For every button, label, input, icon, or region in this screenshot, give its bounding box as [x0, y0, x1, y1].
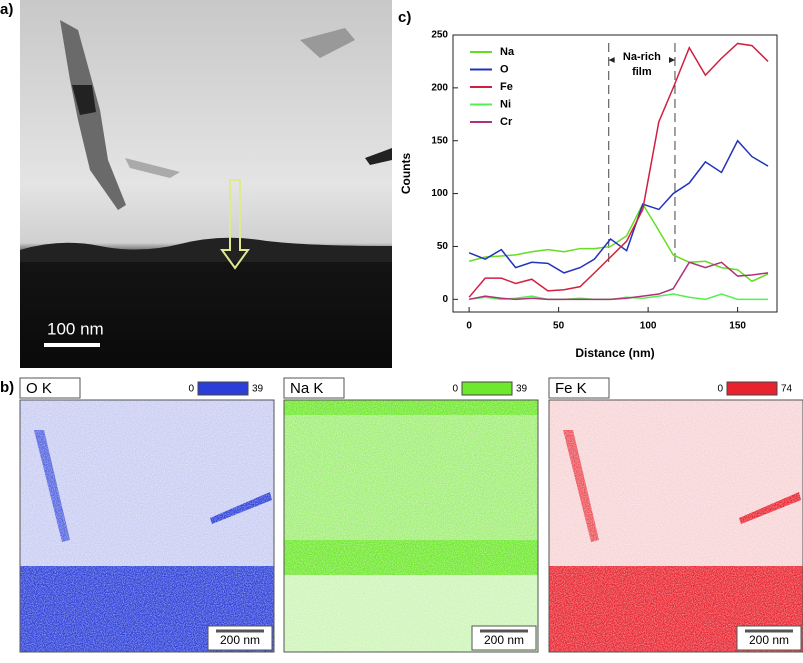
x-tick-label: 150	[729, 321, 746, 332]
x-axis-label: Distance (nm)	[575, 346, 654, 360]
x-tick-label: 100	[640, 321, 657, 332]
colorbar	[197, 381, 249, 396]
colorbar	[726, 381, 778, 396]
y-tick-label: 100	[431, 188, 448, 199]
series-line	[468, 42, 769, 298]
grain	[365, 148, 392, 165]
y-tick-label: 250	[431, 30, 448, 41]
series-line	[468, 202, 769, 283]
legend-label: O	[500, 63, 509, 75]
map-noise	[284, 400, 538, 652]
map-title-box	[283, 377, 345, 399]
map-noise	[20, 400, 274, 652]
y-axis-label: Counts	[399, 153, 413, 195]
colorbar-min: 0	[452, 384, 458, 395]
x-tick-label: 0	[466, 321, 472, 332]
grain	[60, 20, 126, 210]
colorbar-max: 39	[252, 384, 264, 395]
annotation: film	[632, 66, 652, 78]
panel-label: a)	[0, 1, 13, 18]
annotation-bg	[614, 48, 669, 82]
scale-label: 100 nm	[47, 319, 104, 338]
grain	[300, 28, 355, 58]
grain	[125, 158, 180, 178]
y-tick-label: 0	[442, 294, 448, 305]
scale-label: 200 nm	[220, 633, 260, 647]
scale-label: 200 nm	[749, 633, 789, 647]
legend-label: Na	[500, 46, 515, 58]
map-frame	[19, 399, 275, 653]
series-line	[468, 139, 769, 274]
map-title: Na K	[290, 380, 323, 397]
map-title: O K	[26, 380, 52, 397]
legend-label: Cr	[500, 116, 513, 128]
colorbar-max: 74	[781, 384, 793, 395]
plot-frame	[452, 34, 778, 313]
arrow	[220, 179, 250, 270]
scale-label: 200 nm	[484, 633, 524, 647]
series-line	[468, 261, 769, 301]
colorbar-max: 39	[516, 384, 528, 395]
map-title: Fe K	[555, 380, 587, 397]
map-noise	[549, 400, 803, 652]
tem-edge	[20, 237, 392, 262]
colorbar	[461, 381, 513, 396]
colorbar-min: 0	[717, 384, 723, 395]
y-tick-label: 200	[431, 83, 448, 94]
colorbar-min: 0	[188, 384, 194, 395]
x-tick-label: 50	[553, 321, 565, 332]
y-tick-label: 50	[437, 241, 449, 252]
map-frame	[283, 399, 539, 653]
scale-bar	[44, 343, 100, 347]
legend-label: Fe	[500, 81, 513, 93]
annotation: Na-rich	[623, 51, 661, 63]
map-title-box	[19, 377, 81, 399]
map-title-box	[548, 377, 610, 399]
panel-label: c)	[398, 9, 411, 26]
panel-label: b)	[0, 379, 14, 396]
grain	[72, 85, 96, 115]
map-frame	[548, 399, 803, 653]
legend-label: Ni	[500, 98, 511, 110]
y-tick-label: 150	[431, 135, 448, 146]
